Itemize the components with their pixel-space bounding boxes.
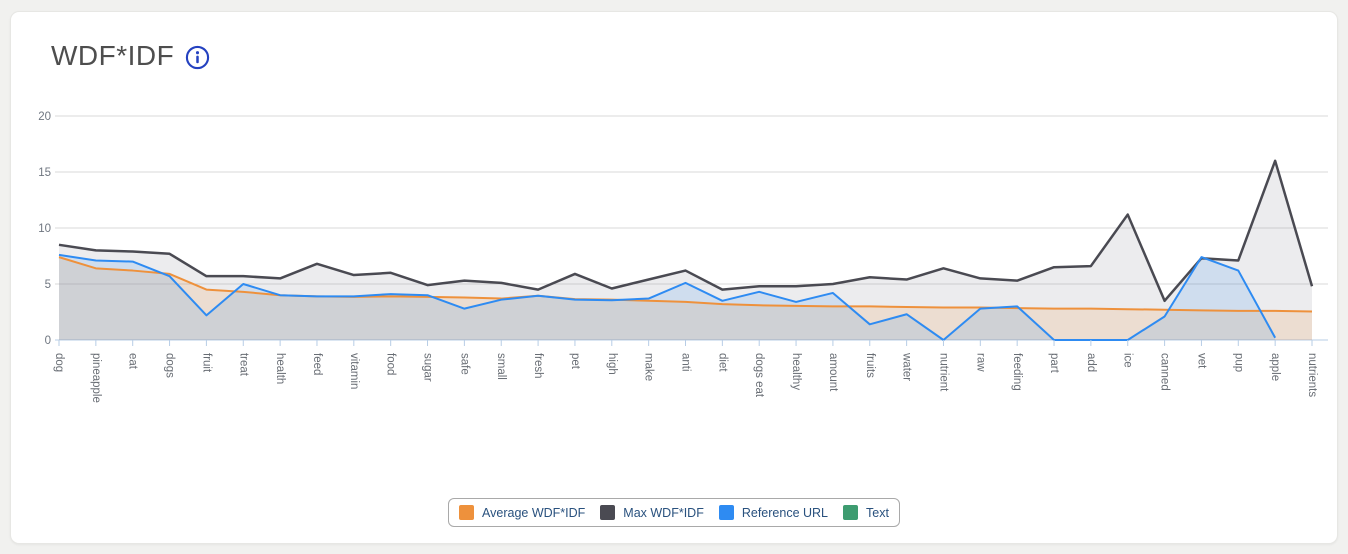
series-line-average-wdf-idf <box>58 256 1313 313</box>
x-category-label: dogs eat <box>753 353 765 398</box>
legend-swatch-text <box>843 505 859 520</box>
x-category-label: fruits <box>864 353 876 378</box>
legend-item-text[interactable]: Text <box>843 505 889 520</box>
x-category-label: eat <box>127 353 139 370</box>
x-category-label: feeding <box>1011 353 1023 391</box>
x-category-label: make <box>643 353 655 381</box>
y-tick-label: 20 <box>38 111 51 123</box>
x-category-label: anti <box>680 353 692 372</box>
x-category-label: vet <box>1195 353 1207 369</box>
legend-item-average-wdf-idf[interactable]: Average WDF*IDF <box>459 505 585 520</box>
x-category-label: ice <box>1122 353 1134 368</box>
series-line-max-wdf-idf <box>58 159 1314 303</box>
x-category-label: vitamin <box>348 353 360 389</box>
legend-swatch-reference-url <box>718 505 734 520</box>
x-category-label: treat <box>237 353 249 377</box>
x-category-label: water <box>901 352 913 381</box>
x-category-label: pet <box>569 353 581 370</box>
x-category-label: sugar <box>422 353 434 382</box>
x-category-label: fresh <box>532 353 544 379</box>
legend-label-reference-url: Reference URL <box>741 505 829 520</box>
x-category-label: healthy <box>790 353 802 390</box>
x-category-label: canned <box>1159 353 1171 391</box>
info-icon[interactable] <box>185 45 210 70</box>
legend-wrap: Average WDF*IDF Max WDF*IDF Reference URL T… <box>11 498 1337 527</box>
page-title: WDF*IDF <box>51 40 175 71</box>
wdfidf-chart: 0 5 10 15 20 dog pineapple eat dogs fruit treat hea… <box>38 111 1328 403</box>
wdfidf-card: WDF*IDF 0 5 10 15 20 dog pineapple eat dogs fruit… <box>10 11 1338 544</box>
x-category-label: dog <box>53 353 65 372</box>
x-category-label: raw <box>974 353 986 372</box>
card-header: WDF*IDF <box>51 40 210 72</box>
x-category-label: high <box>606 353 618 375</box>
x-category-label: apple <box>1269 353 1281 381</box>
x-category-label: small <box>495 353 507 380</box>
chart-legend: Average WDF*IDF Max WDF*IDF Reference URL T… <box>448 498 900 527</box>
x-category-label: pineapple <box>90 353 102 403</box>
series-area-reference-url <box>59 254 1276 340</box>
x-category-label: fruit <box>200 353 212 373</box>
x-category-label: feed <box>311 353 323 375</box>
x-category-label: amount <box>827 353 839 392</box>
y-tick-label: 10 <box>38 223 51 235</box>
legend-swatch-average-wdf-idf <box>459 505 475 520</box>
x-category-label: food <box>385 353 397 375</box>
x-category-label: pup <box>1232 353 1244 372</box>
y-tick-label: 15 <box>38 167 51 179</box>
x-category-label: safe <box>458 353 470 375</box>
x-category-label: diet <box>716 353 728 372</box>
x-category-label: add <box>1085 353 1097 372</box>
series-area-average-wdf-idf <box>59 257 1312 340</box>
legend-swatch-max-wdf-idf <box>600 505 616 520</box>
x-category-label: health <box>274 353 286 384</box>
legend-item-max-wdf-idf[interactable]: Max WDF*IDF <box>600 505 704 520</box>
x-category-label: nutrient <box>937 353 949 392</box>
legend-label-max-wdf-idf: Max WDF*IDF <box>623 505 704 520</box>
series-line-reference-url <box>58 253 1277 341</box>
legend-label-text: Text <box>866 505 889 520</box>
legend-label-average-wdf-idf: Average WDF*IDF <box>482 505 586 520</box>
legend-item-reference-url[interactable]: Reference URL <box>718 505 829 520</box>
x-category-label: part <box>1048 353 1060 374</box>
x-category-label: dogs <box>164 353 176 378</box>
x-category-label: nutrients <box>1306 353 1318 397</box>
y-tick-label: 0 <box>45 335 51 347</box>
y-tick-label: 5 <box>45 279 51 291</box>
